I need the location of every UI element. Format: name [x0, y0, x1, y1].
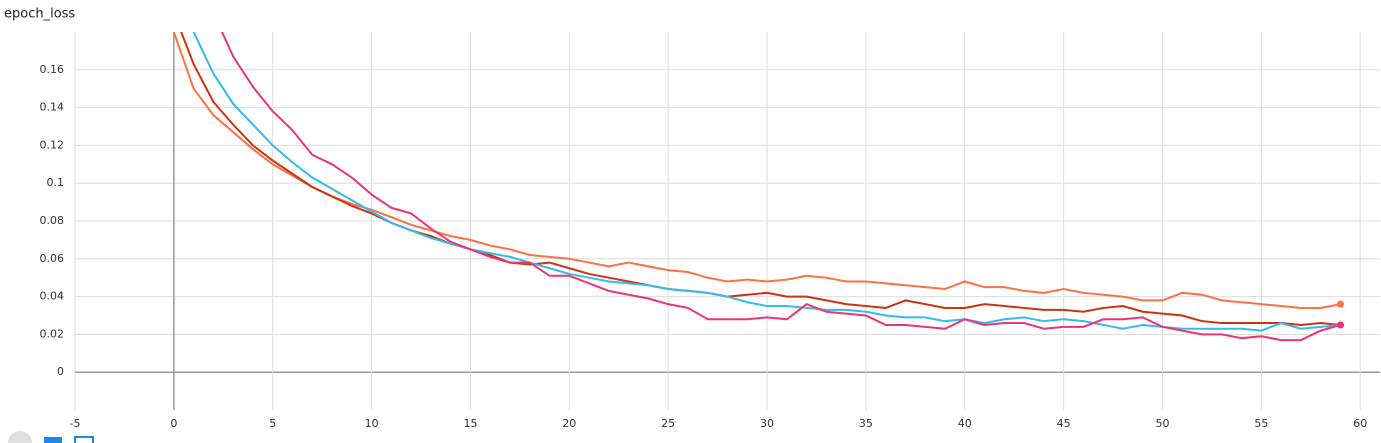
x-tick-label: 0: [170, 417, 177, 430]
x-tick-label: 5: [269, 417, 276, 430]
x-tick-label: 45: [1057, 417, 1071, 430]
icon-button[interactable]: [74, 436, 94, 443]
toggle-button[interactable]: [8, 431, 32, 443]
y-tick-label: 0.1: [47, 176, 65, 189]
series-line: [192, 32, 1341, 332]
toolbar: [8, 431, 94, 443]
y-tick-label: 0.08: [40, 214, 65, 227]
labels: 0 0.02 0.04 0.06 0.08 0.1 0.12 0.14 0.16 -5 0 5 10 15…: [40, 63, 1368, 430]
x-tick-label: 15: [463, 417, 477, 430]
end-point: [1336, 321, 1344, 329]
chart-title: epoch_loss: [4, 7, 75, 22]
end-point: [1336, 300, 1344, 308]
grid: [74, 32, 1380, 410]
y-tick-label: 0.04: [40, 290, 65, 303]
x-tick-label: 55: [1254, 417, 1268, 430]
x-tick-label: 60: [1353, 417, 1367, 430]
y-tick-label: 0: [57, 365, 64, 378]
y-tick-label: 0.02: [40, 327, 65, 340]
x-tick-label: 30: [760, 417, 774, 430]
x-tick-label: 20: [562, 417, 576, 430]
x-tick-label: 10: [365, 417, 379, 430]
x-tick-label: 40: [958, 417, 972, 430]
series-line: [220, 32, 1341, 342]
x-tick-label: -5: [70, 417, 81, 430]
x-tick-label: 35: [859, 417, 873, 430]
x-tick-label: 25: [661, 417, 675, 430]
y-tick-label: 0.12: [40, 138, 65, 151]
series-line: [172, 32, 1341, 309]
series-line: [180, 32, 1341, 326]
plot: [172, 32, 1341, 342]
y-tick-label: 0.14: [40, 101, 65, 114]
y-tick-label: 0.16: [40, 63, 65, 76]
icon-button[interactable]: [44, 437, 62, 443]
y-tick-label: 0.06: [40, 252, 65, 265]
x-tick-label: 50: [1156, 417, 1170, 430]
